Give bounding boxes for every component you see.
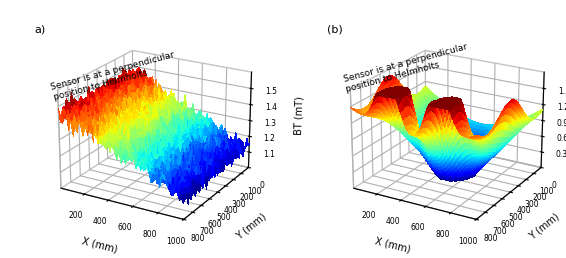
Y-axis label: Y (mm): Y (mm) — [234, 211, 268, 241]
Text: Sensor is at a perpendicular
position to Helmholts: Sensor is at a perpendicular position to… — [50, 51, 178, 102]
Text: (b): (b) — [327, 25, 343, 35]
X-axis label: X (mm): X (mm) — [374, 236, 411, 254]
Text: a): a) — [35, 25, 46, 35]
Text: Sensor is at a perpendicular
position to Helmholts: Sensor is at a perpendicular position to… — [342, 42, 470, 94]
X-axis label: X (mm): X (mm) — [82, 236, 119, 254]
Y-axis label: Y (mm): Y (mm) — [527, 211, 561, 241]
